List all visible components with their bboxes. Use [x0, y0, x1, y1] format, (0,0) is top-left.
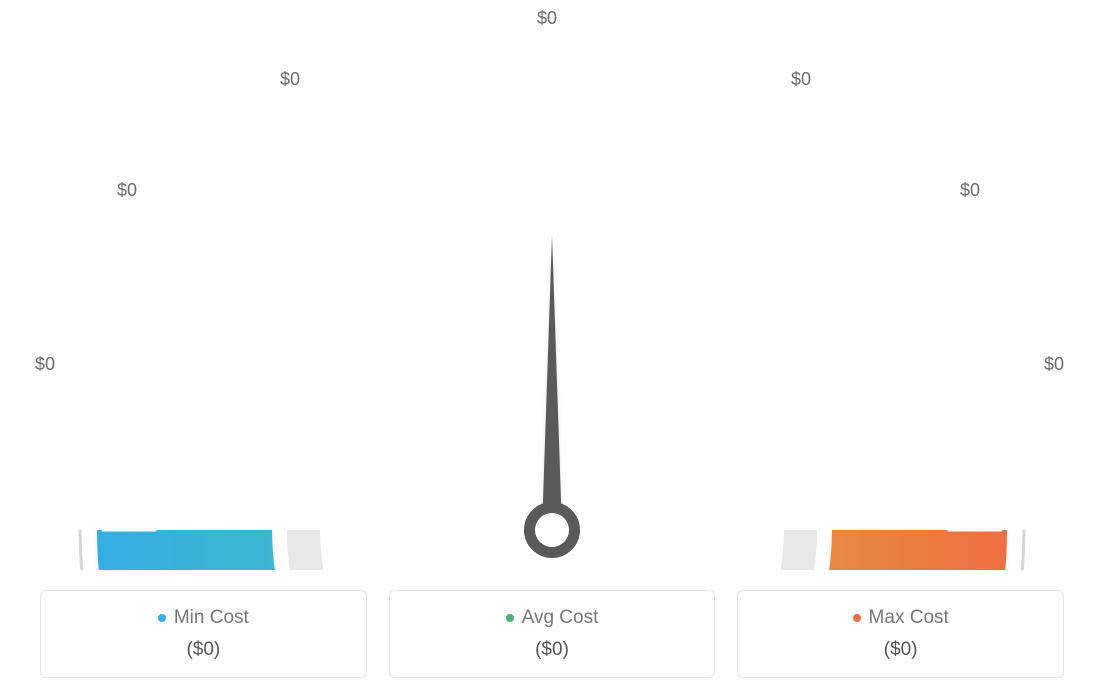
legend-card-max: Max Cost ($0) [737, 590, 1064, 678]
legend-row: Min Cost ($0) Avg Cost ($0) Max Cost ($0… [40, 590, 1064, 678]
gauge-axis-label: $0 [35, 354, 55, 375]
gauge-cost-chart: $0 $0 $0 $0 $0 $0 $0 Min Cost ($0) Avg Cost ($… [0, 0, 1104, 690]
gauge-svg [0, 0, 1104, 570]
gauge-axis-label: $0 [960, 180, 980, 201]
legend-title-max: Max Cost [853, 607, 949, 629]
legend-value-avg: ($0) [400, 639, 705, 661]
legend-title-avg: Avg Cost [506, 607, 599, 629]
gauge-axis-label: $0 [791, 69, 811, 90]
gauge-axis-label: $0 [117, 180, 137, 201]
gauge-axis-label: $0 [537, 8, 557, 29]
legend-title-min: Min Cost [158, 607, 249, 629]
legend-value-min: ($0) [51, 639, 356, 661]
legend-card-min: Min Cost ($0) [40, 590, 367, 678]
legend-card-avg: Avg Cost ($0) [389, 590, 716, 678]
gauge-axis-label: $0 [280, 69, 300, 90]
legend-label-min: Min Cost [174, 607, 249, 629]
legend-label-max: Max Cost [869, 607, 949, 629]
legend-dot-max [853, 614, 861, 622]
legend-dot-avg [506, 614, 514, 622]
legend-label-avg: Avg Cost [522, 607, 599, 629]
legend-dot-min [158, 614, 166, 622]
gauge-area: $0 $0 $0 $0 $0 $0 $0 [0, 0, 1104, 560]
gauge-axis-label: $0 [1044, 354, 1064, 375]
legend-value-max: ($0) [748, 639, 1053, 661]
